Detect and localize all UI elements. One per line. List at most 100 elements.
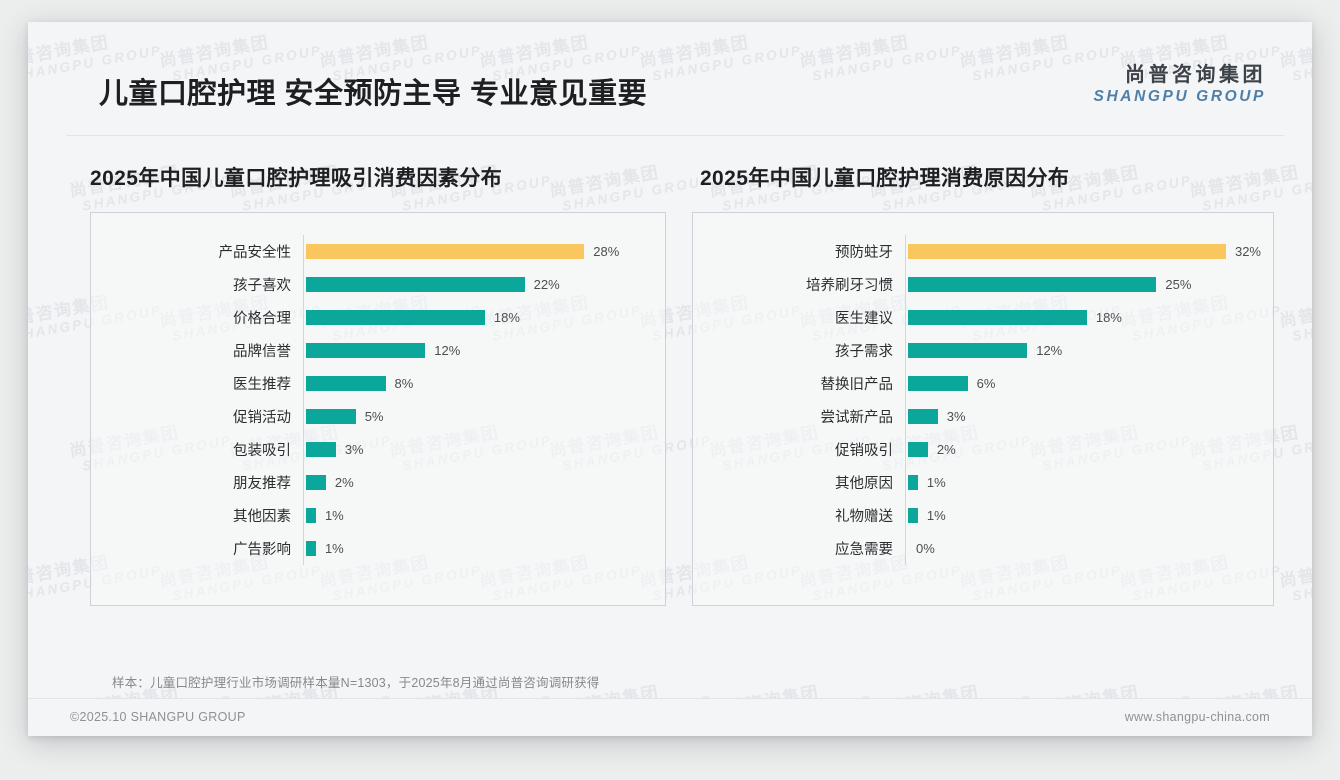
brand-name-en: SHANGPU GROUP [1093, 88, 1266, 105]
bar-category-label: 产品安全性 [218, 245, 292, 261]
header-divider [66, 135, 1284, 136]
bar-category-label: 包装吸引 [233, 443, 291, 459]
bar-category-label: 医生推荐 [233, 377, 291, 393]
bar-value-label: 28% [593, 244, 620, 259]
bar-value-label: 5% [364, 409, 384, 424]
bar-row: 孩子需求 12% [693, 334, 1261, 367]
bar-segment [306, 343, 426, 358]
bar-value-label: 18% [493, 310, 520, 325]
bar-segment [907, 376, 968, 391]
bar-category-label: 孩子需求 [834, 344, 893, 360]
bar-category-label: 礼物赠送 [834, 509, 893, 525]
bar-row: 朋友推荐 2% [91, 466, 653, 499]
bar-row: 替换旧产品 6% [693, 367, 1261, 400]
bar-track: 5% [303, 400, 653, 433]
bar-row: 价格合理 18% [91, 301, 653, 334]
footer-divider [28, 698, 1312, 699]
bar-row: 医生建议 18% [693, 301, 1261, 334]
bar-category-label: 朋友推荐 [233, 476, 291, 492]
bar-value-label: 12% [434, 343, 461, 358]
bar-segment [306, 442, 336, 457]
chart-panel-right: 2025年中国儿童口腔护理消费原因分布 预防蛀牙 32% 培养刷牙习惯 25% 医生建议… [691, 162, 1274, 606]
bar-track: 8% [303, 367, 653, 400]
bar-value-label: 25% [1165, 277, 1192, 292]
website-text: www.shangpu-china.com [1124, 710, 1270, 724]
bar-value-label: 1% [324, 508, 344, 523]
bar-track: 32% [904, 235, 1261, 268]
bar-value-label: 2% [936, 442, 956, 457]
page-title: 儿童口腔护理 安全预防主导 专业意见重要 [99, 78, 648, 110]
bar-track: 22% [303, 268, 653, 301]
bar-category-label: 促销活动 [233, 410, 291, 426]
bar-category-label: 预防蛀牙 [834, 245, 893, 261]
bar-value-label: 32% [1234, 244, 1261, 259]
chart-card-right: 预防蛀牙 32% 培养刷牙习惯 25% 医生建议 18% 孩子需求 12% 替换旧产品 6% 尝试新… [691, 212, 1274, 606]
bar-row: 产品安全性 28% [91, 235, 653, 268]
bar-category-label: 价格合理 [233, 311, 291, 327]
bar-category-label: 培养刷牙习惯 [805, 278, 893, 294]
bar-rows-left: 产品安全性 28% 孩子喜欢 22% 价格合理 18% 品牌信誉 12% 医生推荐 8% 促销活动 5… [91, 235, 653, 565]
bar-segment [907, 508, 918, 523]
bar-track: 18% [904, 301, 1261, 334]
bar-segment [306, 475, 326, 490]
bar-rows-right: 预防蛀牙 32% 培养刷牙习惯 25% 医生建议 18% 孩子需求 12% 替换旧产品 6% 尝试新… [693, 235, 1261, 565]
slide-canvas: 尚普咨询集团 SHANGPU GROUP 尚普咨询集团 SHANGPU GROUP 尚普… [28, 22, 1312, 736]
brand-name-cn: 尚普咨询集团 [1125, 64, 1266, 86]
bar-row: 应急需要 0% [693, 532, 1261, 565]
bar-value-label: 1% [324, 541, 344, 556]
bar-row: 尝试新产品 3% [693, 400, 1261, 433]
bar-row: 孩子喜欢 22% [91, 268, 653, 301]
bar-value-label: 0% [915, 541, 935, 556]
bar-category-label: 应急需要 [834, 542, 893, 558]
bar-category-label: 促销吸引 [834, 443, 893, 459]
bar-segment [306, 244, 585, 259]
bar-track: 28% [303, 235, 653, 268]
bar-track: 1% [303, 532, 653, 565]
bar-value-label: 8% [394, 376, 414, 391]
bar-row: 促销吸引 2% [693, 433, 1261, 466]
bar-segment [907, 277, 1157, 292]
bar-track: 1% [303, 499, 653, 532]
bar-row: 礼物赠送 1% [693, 499, 1261, 532]
bar-segment [907, 442, 928, 457]
bar-track: 2% [904, 433, 1261, 466]
bar-row: 医生推荐 8% [91, 367, 653, 400]
bar-category-label: 其他因素 [233, 509, 291, 525]
bar-value-label: 6% [976, 376, 996, 391]
bar-category-label: 尝试新产品 [820, 410, 893, 426]
bar-value-label: 18% [1095, 310, 1122, 325]
chart-panel-left: 2025年中国儿童口腔护理吸引消费因素分布 产品安全性 28% 孩子喜欢 22% 价格合… [90, 162, 666, 606]
bar-segment [306, 376, 386, 391]
bar-row: 培养刷牙习惯 25% [693, 268, 1261, 301]
bar-category-label: 广告影响 [233, 542, 291, 558]
bar-track: 12% [904, 334, 1261, 367]
charts-container: 2025年中国儿童口腔护理吸引消费因素分布 产品安全性 28% 孩子喜欢 22% 价格合… [28, 162, 1312, 606]
bar-value-label: 3% [946, 409, 966, 424]
bar-value-label: 2% [334, 475, 354, 490]
bar-track: 1% [904, 499, 1261, 532]
brand-logo: 尚普咨询集团 SHANGPU GROUP [1094, 64, 1266, 107]
bar-row: 预防蛀牙 32% [693, 235, 1261, 268]
bar-track: 0% [904, 532, 1261, 565]
bar-segment [306, 277, 525, 292]
bar-track: 6% [904, 367, 1261, 400]
chart-title-right: 2025年中国儿童口腔护理消费原因分布 [699, 167, 1070, 190]
copyright-text: ©2025.10 SHANGPU GROUP [70, 710, 246, 724]
bar-segment [907, 343, 1028, 358]
bar-row: 其他原因 1% [693, 466, 1261, 499]
bar-row: 广告影响 1% [91, 532, 653, 565]
bar-category-label: 替换旧产品 [820, 377, 893, 393]
bar-value-label: 3% [344, 442, 364, 457]
bar-segment [306, 409, 356, 424]
bar-value-label: 12% [1036, 343, 1063, 358]
bar-row: 品牌信誉 12% [91, 334, 653, 367]
bar-segment [907, 475, 918, 490]
bar-track: 2% [303, 466, 653, 499]
bar-row: 包装吸引 3% [91, 433, 653, 466]
chart-card-left: 产品安全性 28% 孩子喜欢 22% 价格合理 18% 品牌信誉 12% 医生推荐 8% 促销活动 5… [90, 212, 666, 606]
bar-category-label: 品牌信誉 [233, 344, 291, 360]
slide-header: 儿童口腔护理 安全预防主导 专业意见重要 尚普咨询集团 SHANGPU GROU… [28, 22, 1312, 130]
bar-track: 12% [303, 334, 653, 367]
bar-row: 其他因素 1% [91, 499, 653, 532]
bar-segment [907, 310, 1087, 325]
